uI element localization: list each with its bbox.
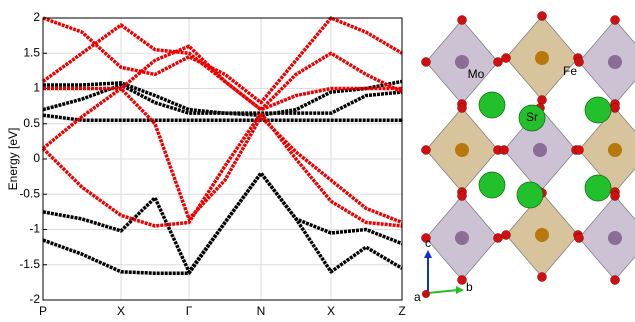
oxygen-atom [458,16,467,25]
y-tick-label: 2 [33,10,40,24]
arrow [424,250,432,258]
oxygen-atom [422,146,431,155]
metal-atom [535,51,549,65]
oxygen-atom [494,58,503,67]
sr-atom [585,175,611,201]
y-tick-label: -1.5 [19,257,40,271]
octahedron [579,20,635,104]
y-axis-label: Energy [eV] [6,128,20,191]
y-tick-label: -1 [29,222,40,236]
atom-label: Sr [526,110,538,124]
oxygen-atom [538,273,547,282]
sr-atom [479,92,505,118]
sr-atom [585,97,611,123]
x-tick-label: Z [398,304,405,318]
oxygen-atom [502,54,511,63]
axis-label: b [466,280,473,294]
y-tick-label: 0.5 [23,116,40,130]
axis-b [428,290,458,293]
oxygen-atom [538,12,547,21]
band-line [43,81,402,115]
oxygen-atom [494,234,503,243]
oxygen-atom [458,192,467,201]
metal-atom [455,143,469,157]
band-line [43,173,402,272]
oxygen-atom [458,104,467,113]
metal-atom [608,143,622,157]
band-line [43,89,402,223]
y-tick-label: 1 [33,81,40,95]
band-line [43,25,402,110]
y-tick-label: 0 [33,151,40,165]
oxygen-atom [422,58,431,67]
y-tick-label: 1.5 [23,45,40,59]
octahedron [579,196,635,280]
oxygen-atom [502,231,511,240]
figure: Energy [eV] MoFeSrcba -2-1.5-1-0.500.511… [0,0,635,322]
x-tick-label: X [327,304,335,318]
band-line [43,113,402,226]
metal-atom [608,55,622,69]
x-tick-label: Γ [186,304,193,318]
band-line [43,115,402,120]
metal-atom [455,231,469,245]
y-tick-label: -0.5 [19,186,40,200]
oxygen-atom [611,16,620,25]
oxygen-atom [575,146,584,155]
metal-atom [535,228,549,242]
axis-a [422,290,430,298]
oxygen-atom [611,276,620,285]
atom-label: Mo [468,67,485,81]
oxygen-atom [500,146,509,155]
oxygen-atom [538,96,547,105]
metal-atom [533,143,547,157]
sr-atom [517,182,543,208]
metal-atom [608,231,622,245]
atom-label: Fe [563,64,577,78]
sr-atom [479,172,505,198]
arrow [456,286,464,294]
oxygen-atom [575,234,584,243]
x-tick-label: X [117,304,125,318]
page: Energy [eV] MoFeSrcba -2-1.5-1-0.500.511… [0,0,635,322]
x-tick-label: P [39,304,47,318]
crystal-structure: Mo Fe Sr c b a [414,12,635,305]
axis-label: c [425,236,431,250]
oxygen-atom [611,104,620,113]
axis-label: a [414,290,421,304]
x-tick-label: N [257,304,266,318]
oxygen-atom [611,192,620,201]
